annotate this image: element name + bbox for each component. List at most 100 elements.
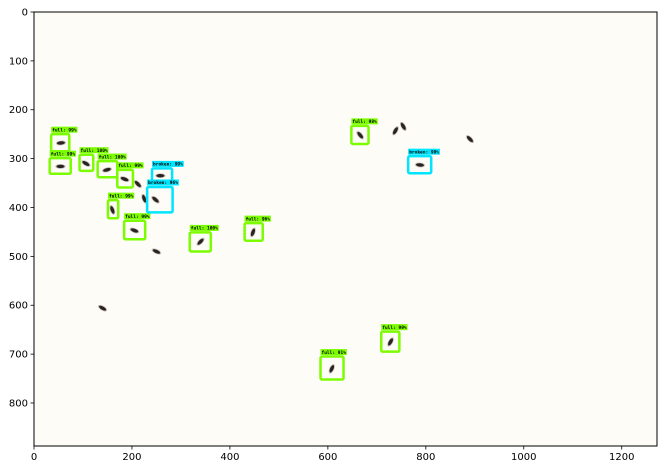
y-tick-label: 800 [9, 398, 28, 409]
rice-grain [81, 160, 91, 167]
label-background [97, 153, 127, 160]
detection-label: full: 99% [382, 325, 407, 331]
label-background [49, 150, 76, 157]
detection-label: full: 99% [51, 151, 76, 157]
y-tick-label: 400 [9, 203, 28, 214]
axes [33, 11, 658, 447]
bounding-box [406, 154, 433, 175]
rice-grain [119, 176, 130, 183]
label-background [244, 215, 271, 222]
grain-body [142, 194, 147, 203]
x-axis-ticks: 0 200 400 600 800 1000 1200 [31, 446, 634, 463]
bounding-box [145, 185, 174, 214]
rice-grain [101, 167, 113, 173]
detection-label: full: 99% [52, 127, 77, 133]
y-axis-ticks: 0 100 200 300 400 500 600 700 800 [9, 8, 34, 409]
detection-full: full: 98% [350, 118, 378, 146]
label-background [124, 213, 151, 220]
bounding-box [116, 168, 135, 189]
x-tick-label: 1200 [609, 452, 634, 463]
detection-label: full: 99% [118, 163, 143, 169]
grain-body [156, 174, 165, 178]
bounding-box [350, 124, 370, 146]
detection-full: full: 100% [78, 147, 109, 173]
rice-grain [414, 162, 426, 168]
detection-label: full: 96% [246, 216, 271, 222]
bounding-box [188, 231, 213, 253]
detection-label: full: 91% [322, 350, 347, 356]
detection-boxes: full: 99% full: 99% full: 100% full: 100% fu… [48, 118, 440, 381]
detection-label: full: 100% [81, 148, 108, 154]
x-tick-label: 800 [416, 452, 435, 463]
grain-body [99, 305, 107, 311]
rice-grain [155, 173, 166, 179]
grain-body [197, 238, 204, 245]
grain-body [152, 196, 159, 203]
grain-body [56, 141, 65, 145]
grain-body [400, 122, 406, 130]
detection-full: full: 96% [243, 215, 271, 242]
rice-grain [133, 179, 142, 189]
label-background [117, 162, 144, 169]
grain-body [357, 131, 364, 139]
grain-body [329, 365, 335, 373]
grain-body [120, 177, 129, 182]
bounding-box [48, 156, 72, 176]
label-background [189, 224, 219, 231]
grain-body [152, 249, 161, 254]
rice-grain [392, 126, 399, 136]
grain-body [392, 127, 398, 135]
label-background [320, 349, 347, 356]
detection-label: full: 100% [191, 226, 218, 232]
bounding-box [106, 198, 120, 220]
detection-full: full: 91% [319, 349, 347, 381]
y-tick-label: 0 [22, 8, 28, 19]
axes-frame [33, 11, 658, 447]
grain-body [388, 338, 394, 346]
label-background [79, 147, 109, 154]
detection-label: broken: 96% [148, 180, 178, 186]
x-tick-label: 400 [220, 452, 239, 463]
rice-grain [356, 130, 365, 140]
rice-grain [465, 135, 474, 144]
rice-grain [55, 140, 67, 146]
detection-label: full: 99% [125, 214, 150, 220]
detection-label: full: 98% [352, 119, 377, 125]
grain-body [130, 228, 139, 233]
rice-grain [196, 237, 205, 246]
x-tick-label: 1000 [511, 452, 536, 463]
grain-body [466, 135, 473, 143]
bounding-box [78, 153, 95, 173]
y-tick-label: 600 [9, 301, 28, 312]
label-background [351, 118, 378, 125]
grain-layer [55, 121, 474, 374]
rice-grain-image [34, 12, 657, 446]
detection-full: full: 99% [48, 150, 76, 176]
bounding-box [319, 355, 345, 381]
bounding-box [122, 219, 147, 241]
grain-body [82, 161, 90, 166]
label-background [107, 192, 135, 199]
rice-grain [55, 164, 66, 169]
label-background [408, 148, 440, 155]
label-background [152, 160, 184, 167]
rice-grain [129, 227, 140, 234]
grain-body [103, 167, 111, 172]
rice-grain [109, 204, 116, 215]
bounding-box [380, 330, 401, 353]
grain-body [250, 228, 256, 237]
grain-body [134, 180, 141, 188]
rice-grain [387, 337, 394, 347]
image-background [34, 12, 657, 446]
grain-body [56, 164, 65, 169]
rice-grain [328, 363, 335, 374]
label-background [147, 179, 179, 186]
detection-full: full: 99% [106, 192, 135, 220]
detection-broken: broken: 99% [406, 148, 440, 175]
detection-label: full: 99% [109, 193, 134, 199]
rice-grain [141, 193, 148, 204]
rice-grain [399, 121, 407, 132]
bounding-box [243, 221, 264, 242]
detection-full: full: 99% [122, 213, 151, 241]
